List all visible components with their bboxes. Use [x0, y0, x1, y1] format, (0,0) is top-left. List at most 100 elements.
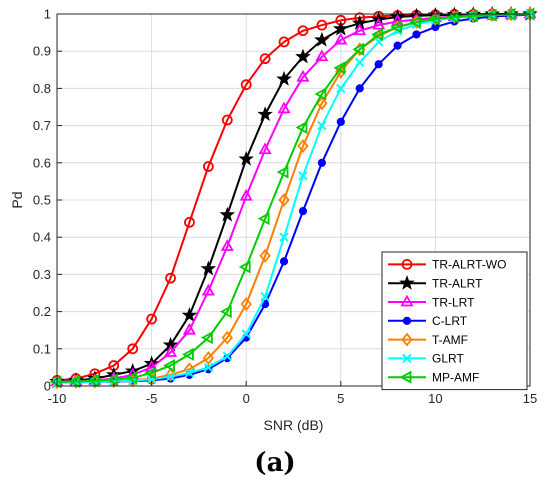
legend-marker: [402, 353, 412, 364]
data-point: [106, 373, 119, 387]
data-point: [201, 283, 215, 296]
data-point: [279, 257, 289, 266]
data-point: [184, 216, 195, 228]
legend-marker: [399, 370, 412, 384]
tick-labels: -10 -5 0 5 10 15 0 0.1 0.2 0.3 0.4 0.5 0.6 0.7 0.8 0.9 1: [33, 7, 537, 407]
legend-marker: [399, 275, 415, 290]
data-point: [238, 150, 254, 166]
figure-caption: (a): [254, 448, 296, 478]
data-point: [182, 347, 194, 361]
legend-entry: GLRT: [388, 352, 464, 366]
data-point: [258, 142, 272, 155]
legend-entry: MP-AMF: [388, 371, 479, 385]
data-point: [428, 12, 440, 26]
data-point: [353, 23, 367, 36]
x-tick-label: -5: [146, 391, 158, 406]
data-point: [298, 171, 308, 181]
y-tick-label: 0.2: [33, 304, 51, 319]
data-point: [203, 362, 214, 373]
data-point: [315, 49, 329, 62]
data-point: [276, 70, 292, 86]
data-point: [316, 19, 328, 31]
data-point: [68, 375, 81, 389]
data-point: [163, 359, 175, 373]
data-point: [240, 297, 252, 312]
data-point: [314, 87, 327, 101]
legend-entry: TR-ALRT-WO: [388, 258, 506, 272]
legend-marker: [401, 332, 413, 347]
data-point: [221, 114, 233, 126]
data-point: [316, 96, 328, 111]
y-tick-label: 0.7: [33, 118, 51, 133]
data-point: [371, 27, 384, 41]
data-point: [222, 351, 232, 361]
data-point: [317, 158, 326, 167]
y-tick-label: 0.6: [33, 155, 51, 170]
data-point: [336, 83, 346, 94]
data-point: [276, 165, 289, 179]
data-point: [393, 41, 402, 50]
data-point: [298, 207, 308, 216]
data-point: [333, 61, 346, 75]
data-point: [239, 188, 253, 201]
data-point: [259, 53, 271, 65]
data-point: [165, 272, 176, 284]
y-tick-label: 0: [44, 379, 51, 394]
data-point: [182, 322, 196, 335]
data-point: [409, 15, 421, 29]
data-point: [374, 60, 383, 69]
data-point: [219, 206, 236, 222]
y-tick-label: 0.3: [33, 267, 51, 282]
data-point: [219, 305, 232, 319]
data-point: [202, 351, 215, 366]
data-point: [336, 117, 345, 126]
legend-entry: C-LRT: [388, 314, 468, 328]
data-point: [279, 232, 289, 242]
data-point: [522, 7, 535, 21]
data-point: [333, 20, 349, 36]
data-point: [181, 307, 198, 322]
legend-label: GLRT: [432, 352, 464, 366]
data-point: [355, 57, 365, 68]
x-tick-label: -10: [48, 391, 67, 406]
data-point: [355, 84, 364, 93]
data-point: [484, 8, 497, 22]
legend-marker: [402, 316, 412, 325]
legend-label: T-AMF: [432, 333, 468, 347]
data-point: [314, 31, 330, 47]
data-point: [352, 42, 365, 56]
data-point: [257, 212, 270, 226]
y-axis-label: Pd: [9, 191, 25, 208]
y-tick-label: 0.4: [33, 230, 51, 245]
data-point: [372, 17, 386, 30]
data-point: [260, 292, 270, 302]
data-point: [146, 313, 158, 325]
data-point: [240, 79, 252, 91]
legend-label: MP-AMF: [432, 371, 479, 385]
x-axis-label: SNR (dB): [264, 417, 324, 433]
legend-entry: TR-ALRT: [388, 275, 483, 291]
legend-label: C-LRT: [432, 314, 468, 328]
x-tick-label: 0: [243, 391, 250, 406]
data-point: [202, 161, 214, 172]
y-tick-label: 0.9: [33, 44, 51, 59]
series-group: [49, 5, 538, 390]
data-point: [87, 374, 100, 388]
data-point: [165, 371, 176, 382]
data-point: [163, 345, 178, 357]
line-chart: -10 -5 0 5 10 15 0 0.1 0.2 0.3 0.4 0.5 0.6 0.7 0.8 0.9 1…: [9, 5, 538, 433]
data-point: [184, 368, 195, 378]
legend-label: TR-ALRT-WO: [432, 258, 506, 272]
data-point: [259, 248, 271, 263]
data-point: [465, 9, 478, 23]
data-point: [334, 32, 348, 45]
data-point: [200, 260, 217, 276]
data-point: [241, 329, 251, 339]
legend-marker: [400, 294, 414, 307]
x-tick-label: 15: [523, 391, 537, 406]
y-tick-label: 1: [44, 7, 51, 22]
data-point: [183, 362, 196, 377]
data-point: [144, 366, 157, 380]
data-point: [125, 371, 138, 385]
legend-label: TR-LRT: [432, 295, 475, 309]
